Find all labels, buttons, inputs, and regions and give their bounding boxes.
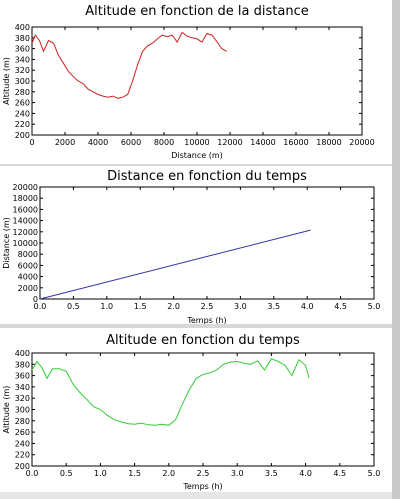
y-tick-label: 0 bbox=[33, 295, 38, 304]
x-tick-label: 2.0 bbox=[167, 302, 180, 311]
series-line bbox=[31, 31, 227, 99]
chart-panel-altitude-distance: Altitude en fonction de la distance 200 22… bbox=[0, 0, 392, 164]
x-tick-label: 2.5 bbox=[197, 469, 210, 478]
x-tick-label: 0.5 bbox=[67, 302, 80, 311]
x-tick-label: 4.5 bbox=[334, 302, 347, 311]
y-tick-label: 12000 bbox=[13, 228, 38, 237]
y-tick-label: 6000 bbox=[18, 261, 38, 270]
y-tick-label: 360 bbox=[15, 45, 30, 54]
plot-frame bbox=[31, 26, 363, 136]
x-tick-label: 0.0 bbox=[26, 469, 39, 478]
y-tick-label: 240 bbox=[15, 439, 30, 448]
y-tick-label: 8000 bbox=[18, 250, 38, 259]
y-tick-label: 400 bbox=[15, 23, 30, 32]
x-tick-label: 3.0 bbox=[231, 469, 244, 478]
chart-distance-vs-time: Distance en fonction du temps 0 2000 4000 60… bbox=[2, 169, 381, 324]
x-tick-label: 5.0 bbox=[368, 302, 381, 311]
x-tick-label: 8000 bbox=[154, 138, 174, 147]
x-axis-label: Temps (h) bbox=[182, 482, 222, 491]
series-line bbox=[39, 229, 311, 300]
y-tick-label: 340 bbox=[15, 383, 30, 392]
chart-altitude-vs-time: Altitude en fonction du temps 200 220 240 26… bbox=[2, 333, 381, 491]
y-tick-label: 220 bbox=[15, 451, 30, 460]
window-edge bbox=[392, 0, 400, 499]
x-tick-label: 1.0 bbox=[94, 469, 107, 478]
x-tick-label: 5.0 bbox=[368, 469, 381, 478]
chart-title: Altitude en fonction du temps bbox=[106, 333, 300, 348]
y-tick-label: 260 bbox=[15, 99, 30, 108]
chart-panel-distance-time: Distance en fonction du temps 0 2000 4000 60… bbox=[0, 166, 392, 324]
y-tick-label: 380 bbox=[15, 34, 30, 43]
x-tick-label: 4000 bbox=[88, 138, 108, 147]
y-axis-label: Distance (m) bbox=[2, 217, 11, 269]
y-tick-label: 280 bbox=[15, 417, 30, 426]
y-tick-label: 300 bbox=[15, 406, 30, 415]
y-axis-label: Altitude (m) bbox=[2, 386, 11, 434]
x-tick-label: 0.5 bbox=[60, 469, 73, 478]
x-axis-label: Temps (h) bbox=[186, 316, 226, 324]
plot-frame bbox=[39, 186, 375, 300]
chart-title: Distance en fonction du temps bbox=[107, 169, 307, 184]
y-tick-label: 380 bbox=[15, 360, 30, 369]
y-tick-label: 240 bbox=[15, 109, 30, 118]
x-tick-label: 3.5 bbox=[267, 302, 280, 311]
x-tick-label: 0 bbox=[29, 138, 34, 147]
y-tick-label: 18000 bbox=[13, 194, 38, 203]
y-tick-label: 340 bbox=[15, 55, 30, 64]
x-tick-label: 10000 bbox=[184, 138, 209, 147]
chart-title: Altitude en fonction de la distance bbox=[85, 4, 308, 19]
x-tick-label: 0.0 bbox=[34, 302, 47, 311]
y-tick-label: 14000 bbox=[13, 217, 38, 226]
y-tick-label: 400 bbox=[15, 349, 30, 358]
y-tick-label: 200 bbox=[15, 131, 30, 140]
x-tick-label: 3.5 bbox=[265, 469, 278, 478]
x-tick-label: 6000 bbox=[121, 138, 141, 147]
x-tick-label: 1.5 bbox=[134, 302, 147, 311]
x-tick-label: 2.0 bbox=[162, 469, 175, 478]
x-tick-label: 14000 bbox=[250, 138, 275, 147]
y-tick-label: 360 bbox=[15, 372, 30, 381]
y-tick-label: 220 bbox=[15, 120, 30, 129]
x-tick-label: 18000 bbox=[316, 138, 341, 147]
x-tick-label: 4.5 bbox=[333, 469, 346, 478]
x-tick-label: 4.0 bbox=[299, 469, 312, 478]
chart-panel-altitude-time: Altitude en fonction du temps 200 220 240 26… bbox=[0, 328, 392, 492]
y-tick-label: 320 bbox=[15, 66, 30, 75]
y-tick-label: 280 bbox=[15, 88, 30, 97]
y-tick-label: 10000 bbox=[13, 239, 38, 248]
x-tick-label: 20000 bbox=[349, 138, 374, 147]
series-line bbox=[31, 358, 310, 426]
y-tick-label: 320 bbox=[15, 394, 30, 403]
x-tick-label: 4.0 bbox=[301, 302, 314, 311]
x-tick-label: 3.0 bbox=[234, 302, 247, 311]
x-tick-label: 1.0 bbox=[100, 302, 113, 311]
chart-altitude-vs-distance: Altitude en fonction de la distance 200 22… bbox=[2, 4, 375, 160]
x-tick-label: 2000 bbox=[55, 138, 75, 147]
y-tick-label: 200 bbox=[15, 462, 30, 471]
x-tick-label: 1.5 bbox=[128, 469, 141, 478]
y-tick-label: 260 bbox=[15, 428, 30, 437]
y-tick-label: 16000 bbox=[13, 205, 38, 214]
x-tick-label: 16000 bbox=[283, 138, 308, 147]
x-axis-label: Distance (m) bbox=[171, 151, 223, 160]
y-axis-label: Altitude (m) bbox=[2, 57, 11, 105]
x-tick-label: 2.5 bbox=[201, 302, 214, 311]
y-tick-label: 4000 bbox=[18, 273, 38, 282]
y-tick-label: 2000 bbox=[18, 284, 38, 293]
y-tick-label: 300 bbox=[15, 77, 30, 86]
status-bar bbox=[0, 492, 392, 499]
plot-frame bbox=[31, 352, 375, 467]
x-tick-label: 12000 bbox=[217, 138, 242, 147]
y-tick-label: 20000 bbox=[13, 183, 38, 192]
